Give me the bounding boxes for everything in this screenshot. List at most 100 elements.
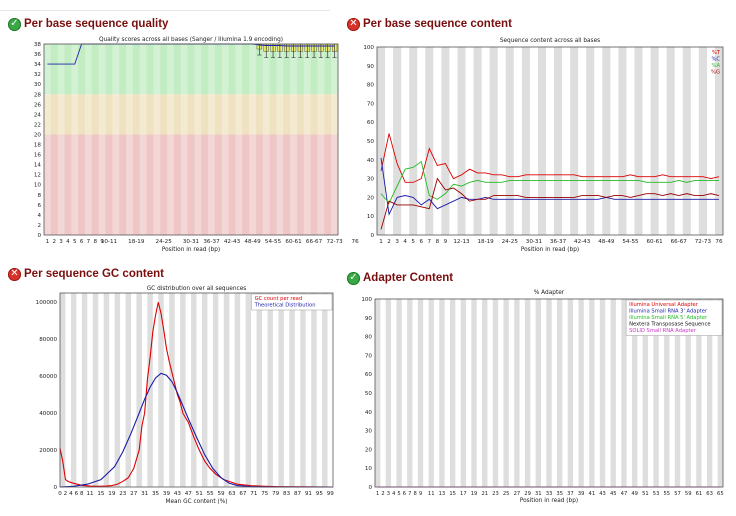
y-tick-label: 100 bbox=[363, 45, 374, 51]
x-tick-label: 54-55 bbox=[622, 239, 639, 245]
background-stripe bbox=[169, 293, 175, 487]
x-tick-label: 45 bbox=[610, 491, 617, 497]
background-stripe bbox=[650, 47, 659, 235]
x-tick-label: 63 bbox=[706, 491, 713, 497]
panel-title-text: Per base sequence quality bbox=[24, 18, 169, 30]
chart-title: Sequence content across all bases bbox=[500, 38, 600, 44]
background-stripe bbox=[71, 44, 79, 235]
panel-title-text: Per sequence GC content bbox=[24, 268, 164, 280]
legend-entry: %C bbox=[711, 57, 720, 63]
y-tick-label: 100 bbox=[361, 297, 372, 303]
y-tick-label: 40 bbox=[365, 410, 373, 416]
x-tick-label: 39 bbox=[163, 491, 171, 497]
x-tick-label: 0 bbox=[58, 491, 62, 497]
chart-title: Quality scores across all bases (Sanger … bbox=[99, 37, 283, 43]
background-stripe bbox=[235, 44, 243, 235]
x-tick-label: 71 bbox=[250, 491, 258, 497]
x-tick-label: 60-61 bbox=[646, 239, 663, 245]
background-stripe bbox=[634, 47, 643, 235]
y-tick-label: 30 bbox=[365, 429, 373, 435]
y-tick-label: 40 bbox=[367, 158, 375, 164]
legend-entry: %A bbox=[712, 63, 721, 69]
background-stripe bbox=[147, 293, 153, 487]
x-tick-label: 7 bbox=[87, 239, 91, 245]
series-line bbox=[380, 133, 720, 183]
background-stripe bbox=[599, 299, 606, 487]
y-tick-label: 70 bbox=[367, 101, 375, 107]
background-stripe bbox=[471, 299, 477, 487]
background-stripe bbox=[311, 293, 317, 487]
background-stripe bbox=[126, 44, 133, 235]
x-tick-label: 99 bbox=[327, 491, 335, 497]
y-tick-label: 32 bbox=[34, 72, 41, 78]
y-tick-label: 6 bbox=[37, 203, 41, 209]
x-tick-label: 30-31 bbox=[183, 239, 200, 245]
x-tick-label: 51 bbox=[642, 491, 649, 497]
x-tick-label: 27 bbox=[130, 491, 138, 497]
background-stripe bbox=[317, 44, 325, 235]
background-stripe bbox=[98, 44, 106, 235]
x-tick-label: 3 bbox=[395, 239, 399, 245]
x-tick-label: 11 bbox=[86, 491, 94, 497]
background-stripe bbox=[473, 47, 482, 235]
x-tick-label: 2 bbox=[387, 239, 391, 245]
x-tick-label: 23 bbox=[119, 491, 127, 497]
x-tick-label: 3 bbox=[387, 491, 390, 497]
x-tick-label: 87 bbox=[294, 491, 302, 497]
background-stripe bbox=[554, 47, 563, 235]
top-divider bbox=[0, 10, 330, 11]
background-stripe bbox=[567, 299, 574, 487]
background-stripe bbox=[698, 47, 707, 235]
x-tick-label: 30-31 bbox=[526, 239, 543, 245]
plot-frame bbox=[59, 292, 334, 488]
background-stripe bbox=[289, 293, 295, 487]
panel-title-adapter-content: ✓ Adapter Content bbox=[347, 268, 453, 288]
per-base-quality-chart: Quality scores across all bases (Sanger … bbox=[34, 37, 359, 253]
x-tick-label: 12-13 bbox=[453, 239, 470, 245]
quality-zone-warn bbox=[44, 94, 338, 135]
x-tick-label: 79 bbox=[272, 491, 280, 497]
x-tick-label: 63 bbox=[228, 491, 236, 497]
legend-entry: SOLID Small RNA Adapter bbox=[629, 328, 697, 334]
background-stripe bbox=[290, 44, 297, 235]
x-tick-label: 76 bbox=[715, 239, 723, 245]
y-tick-label: 16 bbox=[34, 153, 42, 159]
background-stripe bbox=[717, 299, 723, 487]
y-tick-label: 0 bbox=[370, 233, 374, 239]
series-line bbox=[380, 177, 720, 230]
background-stripe bbox=[194, 44, 202, 235]
background-stripe bbox=[208, 44, 215, 235]
y-tick-label: 22 bbox=[34, 122, 41, 128]
background-stripe bbox=[714, 47, 723, 235]
y-tick-label: 20 bbox=[34, 132, 42, 138]
x-tick-label: 19 bbox=[108, 491, 116, 497]
background-stripe bbox=[249, 44, 256, 235]
y-tick-label: 50 bbox=[367, 139, 375, 145]
background-stripe bbox=[103, 293, 110, 487]
background-stripe bbox=[489, 47, 498, 235]
series-line bbox=[380, 157, 719, 216]
cross-icon: ✕ bbox=[347, 17, 360, 31]
y-tick-label: 28 bbox=[34, 92, 42, 98]
x-tick-label: 35 bbox=[556, 491, 563, 497]
background-stripe bbox=[70, 293, 77, 487]
y-tick-label: 90 bbox=[367, 64, 375, 70]
background-stripe bbox=[300, 293, 306, 487]
x-tick-label: 24-25 bbox=[156, 239, 173, 245]
x-tick-label: 66-67 bbox=[306, 239, 323, 245]
x-tick-label: 72-73 bbox=[326, 239, 343, 245]
x-tick-label: 39 bbox=[578, 491, 585, 497]
background-stripe bbox=[125, 293, 131, 487]
y-tick-label: 30 bbox=[34, 82, 42, 88]
x-tick-label: 15 bbox=[449, 491, 456, 497]
panel-title-per-base-quality: ✓ Per base sequence quality bbox=[8, 14, 168, 34]
x-tick-label: 5 bbox=[73, 239, 77, 245]
x-tick-label: 59 bbox=[218, 491, 226, 497]
y-tick-label: 20 bbox=[367, 195, 375, 201]
x-tick-label: 91 bbox=[305, 491, 313, 497]
background-stripe bbox=[537, 47, 546, 235]
background-stripe bbox=[114, 293, 121, 487]
y-tick-label: 34 bbox=[34, 62, 42, 68]
x-tick-label: 17 bbox=[460, 491, 467, 497]
